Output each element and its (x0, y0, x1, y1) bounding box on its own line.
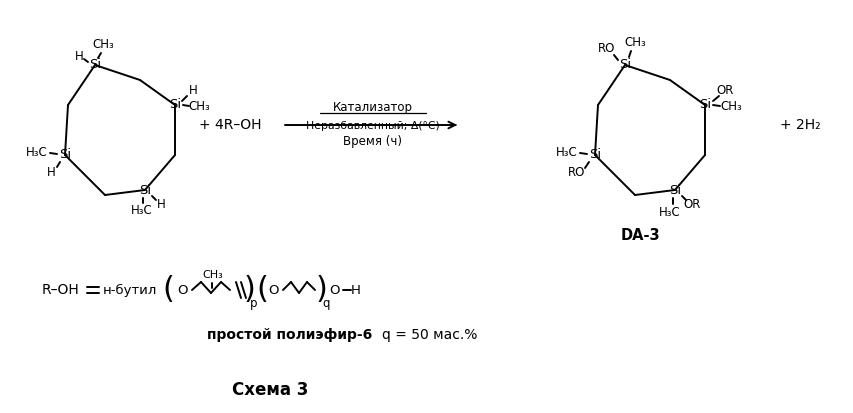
Text: O: O (329, 283, 339, 297)
Text: + 4R–OH: + 4R–OH (199, 118, 261, 132)
Text: Время (ч): Время (ч) (343, 135, 402, 147)
Text: CH₃: CH₃ (188, 100, 210, 114)
Text: H: H (351, 283, 361, 297)
Text: H₃C: H₃C (555, 145, 577, 159)
Text: ): ) (244, 275, 256, 304)
Text: H: H (189, 85, 197, 97)
Text: Si: Si (139, 183, 151, 197)
Text: CH₃: CH₃ (624, 36, 645, 50)
Text: p: p (250, 297, 258, 311)
Text: q: q (322, 297, 329, 311)
Text: O: O (269, 283, 279, 297)
Text: H₃C: H₃C (131, 204, 153, 216)
Text: H₃C: H₃C (659, 206, 680, 218)
Text: Si: Si (169, 98, 181, 112)
Text: O: O (177, 283, 188, 297)
Text: H: H (156, 197, 165, 211)
Text: OR: OR (682, 197, 699, 211)
Text: Неразбавленный; Δ(°C): Неразбавленный; Δ(°C) (305, 121, 439, 131)
Text: Si: Si (89, 59, 101, 71)
Text: Si: Si (618, 59, 630, 71)
Text: н-бутил: н-бутил (102, 283, 157, 297)
Text: Si: Si (668, 183, 680, 197)
Text: Схема 3: Схема 3 (231, 381, 308, 399)
Text: RO: RO (567, 166, 585, 180)
Text: простой полиэфир-6: простой полиэфир-6 (207, 328, 372, 342)
Text: q = 50 мас.%: q = 50 мас.% (382, 328, 477, 342)
Text: (: ( (162, 275, 174, 304)
Text: OR: OR (716, 85, 733, 97)
Text: CH₃: CH₃ (719, 100, 741, 114)
Text: RO: RO (598, 43, 615, 55)
Text: Катализатор: Катализатор (333, 102, 413, 114)
Text: H: H (47, 166, 55, 178)
Text: Si: Si (59, 149, 71, 161)
Text: (: ( (256, 275, 268, 304)
Text: H₃C: H₃C (26, 145, 48, 159)
Text: DA-3: DA-3 (619, 228, 659, 242)
Text: H: H (74, 50, 84, 64)
Text: Si: Si (589, 149, 601, 161)
Text: CH₃: CH₃ (92, 38, 113, 52)
Text: R–OH: R–OH (42, 283, 79, 297)
Text: CH₃: CH₃ (202, 270, 223, 280)
Text: Si: Si (698, 98, 711, 112)
Text: + 2H₂: + 2H₂ (779, 118, 820, 132)
Text: ): ) (316, 275, 328, 304)
